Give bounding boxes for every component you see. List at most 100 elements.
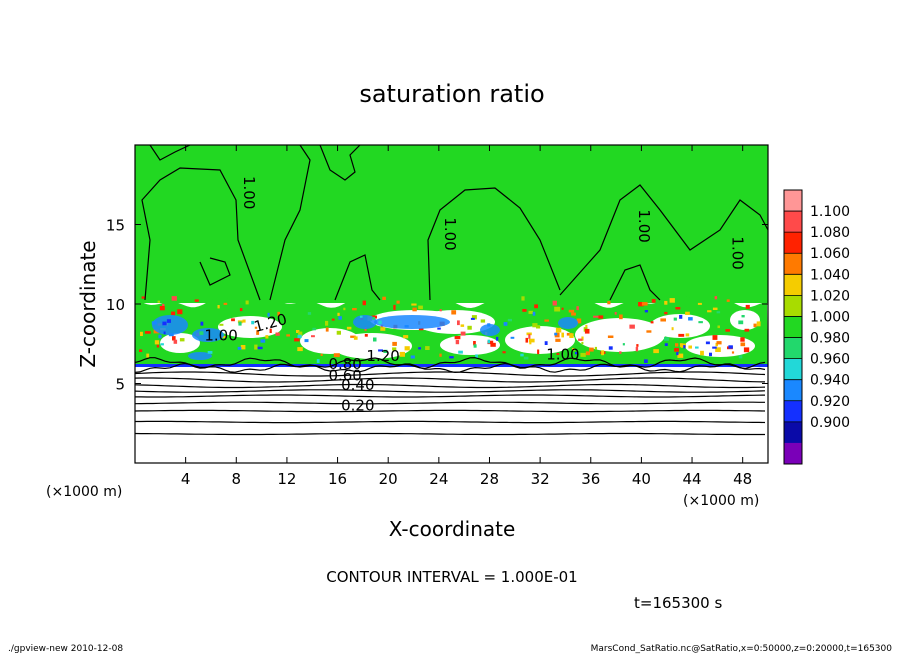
speckle [683, 345, 686, 349]
speckle [556, 352, 560, 355]
speckle [177, 309, 183, 315]
subsaturated-patch [152, 315, 188, 335]
speckle [382, 296, 386, 300]
speckle [555, 327, 562, 333]
speckle [714, 296, 718, 300]
speckle [503, 322, 508, 326]
speckle [286, 334, 290, 337]
contour-line [319, 145, 361, 181]
contour-line [609, 264, 661, 301]
colorbar: 1.100 1.080 1.060 1.040 1.020 1.000 0.980 0.960… [783, 189, 850, 465]
contour-label: 1.00 [441, 217, 459, 250]
speckle [593, 315, 599, 318]
speckle [160, 343, 164, 346]
x-tick-label: 24 [429, 470, 448, 488]
speckle [399, 351, 405, 357]
speckle [242, 319, 246, 323]
speckle [254, 326, 258, 329]
speckle [688, 345, 692, 349]
speckle [269, 328, 272, 333]
speckle [140, 331, 143, 336]
colorbar-label: 1.040 [810, 267, 850, 283]
contour-label: 1.00 [240, 176, 258, 209]
speckle [520, 353, 524, 357]
speckle [576, 306, 579, 311]
speckle [675, 343, 679, 347]
speckle [554, 306, 561, 312]
speckle [359, 315, 363, 318]
speckle [677, 353, 684, 358]
speckle [337, 312, 340, 316]
speckle [753, 323, 757, 328]
speckle [378, 320, 382, 325]
speckle [311, 335, 315, 338]
speckle [350, 335, 356, 338]
speckle [449, 356, 454, 359]
contour-label: 0.40 [341, 376, 374, 394]
speckle [490, 342, 496, 347]
speckle [297, 347, 303, 352]
speckle [536, 325, 541, 329]
speckle [607, 335, 614, 338]
colorbar-label: 0.940 [810, 373, 850, 389]
speckle [171, 296, 177, 301]
speckle [561, 332, 564, 338]
speckle [171, 311, 176, 316]
speckle [679, 343, 683, 347]
colorbar-frame [783, 189, 803, 465]
speckle [561, 307, 564, 310]
speckle [521, 296, 525, 301]
speckle [296, 330, 300, 333]
speckle [679, 314, 683, 319]
speckle [529, 339, 532, 345]
speckle [544, 341, 548, 345]
contour-line [135, 362, 766, 374]
speckle [674, 348, 679, 352]
speckle [254, 344, 258, 350]
speckle [396, 300, 400, 304]
contour-line [135, 409, 766, 413]
speckle [653, 349, 659, 354]
contour-interval-label: CONTOUR INTERVAL = 1.000E-01 [326, 568, 577, 586]
speckle [756, 321, 761, 327]
speckle [410, 355, 415, 359]
speckle [439, 309, 442, 312]
x-tick-label: 4 [181, 470, 191, 488]
plot-area [135, 145, 768, 463]
cloud-base-band [135, 364, 768, 367]
speckle [614, 312, 617, 315]
speckle [712, 346, 717, 349]
speckle [439, 353, 442, 357]
speckle [411, 303, 417, 306]
speckle [487, 339, 490, 344]
speckle [393, 304, 396, 310]
speckle [168, 333, 174, 337]
contour-label-layer: 1.001.00 1.001.001.201.001.20 1.000.800.60… [204, 176, 746, 415]
speckle [245, 300, 249, 305]
speckle [151, 321, 157, 325]
supersaturated-patch [160, 333, 200, 353]
speckle [664, 311, 668, 315]
x-tick-label: 32 [531, 470, 550, 488]
y-tick-label: 10 [106, 296, 125, 314]
speckle [580, 352, 586, 357]
colorbar-swatch [784, 442, 802, 465]
speckle [525, 337, 529, 343]
x-tick-label: 16 [328, 470, 347, 488]
contour-line [135, 383, 766, 389]
x-tick-label: 28 [480, 470, 499, 488]
contour-lines [135, 145, 768, 436]
colorbar-swatch [784, 379, 802, 402]
supersaturated-patch [332, 333, 412, 359]
colorbar-label: 0.960 [810, 352, 850, 368]
x-axis-title: X-coordinate [389, 517, 516, 541]
speckle [664, 343, 668, 346]
speckle [364, 334, 368, 337]
supersaturated-patch [730, 310, 760, 330]
contour-label: 1.00 [635, 209, 653, 242]
speckle [716, 341, 722, 345]
contour-line [135, 389, 766, 393]
colorbar-label: 1.020 [810, 288, 850, 304]
saturation-field [135, 294, 768, 463]
